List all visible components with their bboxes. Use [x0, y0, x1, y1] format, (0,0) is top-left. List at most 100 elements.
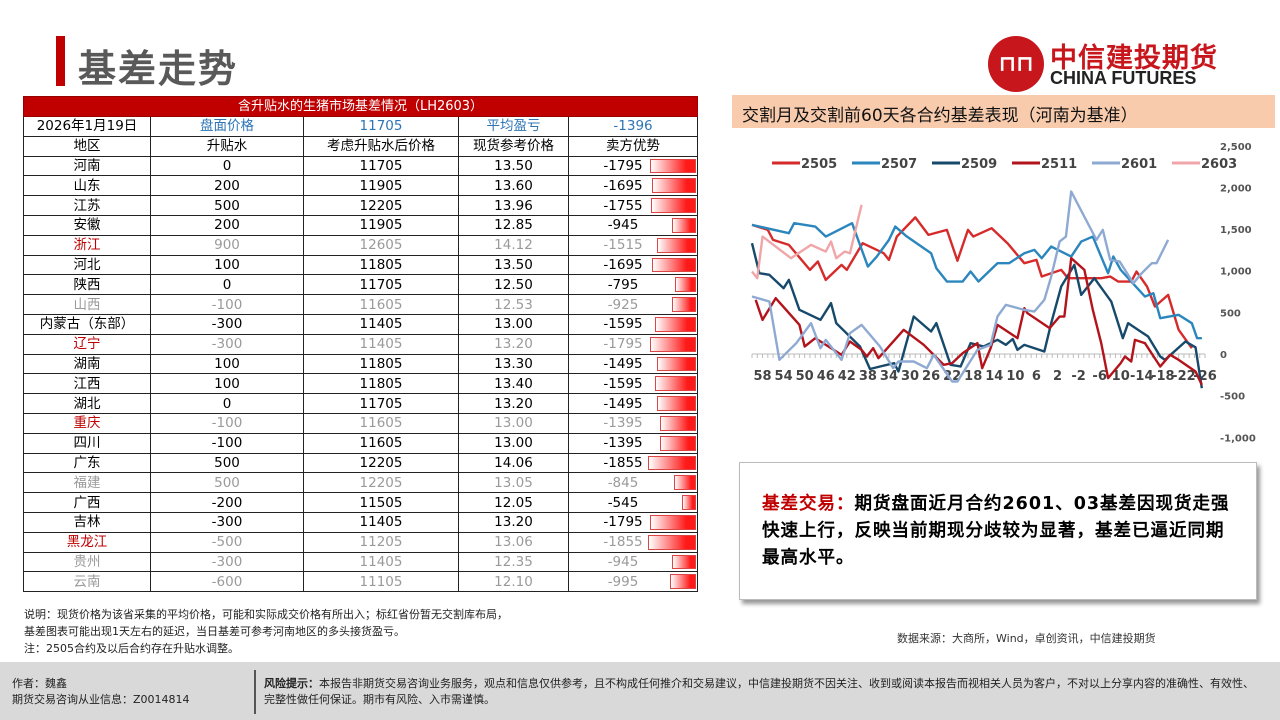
x-tick-label: 38: [859, 369, 877, 384]
logo-text-cn: 中信建投期货: [1050, 43, 1218, 74]
advantage-value: -1495: [603, 355, 643, 372]
cell-spot: 13.20: [458, 393, 569, 414]
x-tick-label: 10: [1006, 369, 1024, 384]
note-line: 说明：现货价格为该省采集的平均价格，可能和实际成交价格有所出入；标红省份暂无交割…: [24, 608, 508, 621]
x-tick-label: -6: [1092, 369, 1106, 384]
x-tick-label: -22: [1172, 369, 1196, 384]
advantage-value: -925: [607, 296, 639, 313]
license: 期货交易咨询从业信息：Z0014814: [12, 693, 190, 706]
advantage-bar: [650, 198, 697, 213]
x-tick-label: -14: [1130, 369, 1154, 384]
page-title: 基差走势: [78, 47, 239, 91]
advantage-bar: [681, 495, 697, 510]
avg-value: -1396: [567, 116, 699, 137]
column-header: 现货参考价格: [458, 135, 569, 157]
cell-premium: 500: [150, 472, 304, 494]
cell-region: 山东: [23, 175, 151, 197]
logo-text-en: CHINA FUTURES: [1050, 68, 1197, 88]
cell-spot: 13.00: [458, 432, 569, 454]
x-tick-label: 26: [922, 369, 940, 384]
y-tick-label: 500: [1220, 308, 1241, 319]
advantage-value: -1695: [603, 177, 643, 194]
advantage-bar: [671, 217, 697, 233]
cell-spot: 13.96: [458, 195, 569, 216]
cell-region: 广东: [23, 452, 151, 474]
cell-spot: 14.06: [458, 452, 569, 474]
cell-spot: 12.53: [458, 294, 569, 315]
advantage-value: -1595: [603, 375, 643, 392]
table-row: 安徽 200 11905 12.85 -945: [23, 214, 699, 236]
legend-label: 2509: [961, 157, 997, 172]
advantage-value: -1695: [603, 256, 643, 273]
table-row: 辽宁 -300 11405 13.20 -1795: [23, 333, 699, 355]
cell-region: 江西: [23, 373, 151, 395]
cell-region: 安徽: [23, 214, 151, 236]
table-notes: 说明：现货价格为该省采集的平均价格，可能和实际成交价格有所出入；标红省份暂无交割…: [24, 606, 508, 657]
cell-advantage: -925: [567, 294, 699, 315]
advantage-value: -845: [607, 474, 639, 491]
advantage-value: -1795: [603, 157, 643, 174]
cell-region: 江苏: [23, 195, 151, 216]
cell-adj-price: 11905: [303, 214, 459, 236]
x-tick-label: 46: [817, 369, 835, 384]
cell-spot: 12.10: [458, 571, 569, 593]
advantage-value: -545: [607, 494, 639, 511]
cell-adj-price: 11405: [303, 511, 459, 533]
cell-spot: 12.35: [458, 551, 569, 573]
advantage-value: -945: [607, 217, 639, 234]
cell-region: 福建: [23, 472, 151, 494]
cell-adj-price: 11705: [303, 274, 459, 296]
cell-premium: 100: [150, 254, 304, 276]
cell-adj-price: 11805: [303, 353, 459, 375]
table-row: 山西 -100 11605 12.53 -925: [23, 294, 699, 315]
cell-region: 山西: [23, 294, 151, 315]
series-line-2507: [751, 222, 1202, 340]
table-row: 河南 0 11705 13.50 -1795: [23, 155, 699, 177]
table-row: 贵州 -300 11405 12.35 -945: [23, 551, 699, 573]
advantage-bar: [654, 376, 697, 392]
cell-region: 广西: [23, 492, 151, 513]
cell-region: 辽宁: [23, 333, 151, 355]
cell-premium: -300: [150, 551, 304, 573]
table-row: 湖南 100 11805 13.30 -1495: [23, 353, 699, 375]
cell-spot: 13.06: [458, 531, 569, 553]
advantage-value: -1795: [603, 336, 643, 353]
cell-spot: 13.50: [458, 155, 569, 177]
analysis-text: 期货盘面近月合约2601、03基差因现货走强快速上行，反映当前期现分歧较为显著，…: [762, 494, 1230, 568]
advantage-bar: [652, 257, 697, 273]
cell-advantage: -1795: [567, 511, 699, 533]
advantage-bar: [652, 178, 697, 194]
cell-adj-price: 11805: [303, 254, 459, 276]
advantage-bar: [670, 574, 697, 590]
cell-advantage: -1695: [567, 175, 699, 197]
footer: 作者：魏鑫 期货交易咨询从业信息：Z0014814 风险提示：本报告非期货交易咨询…: [0, 662, 1280, 720]
advantage-bar: [671, 554, 697, 570]
series-line-2511: [754, 257, 1203, 386]
cell-advantage: -1395: [567, 432, 699, 454]
advantage-bar: [675, 277, 697, 293]
cell-advantage: -945: [567, 551, 699, 573]
cell-region: 贵州: [23, 551, 151, 573]
cell-advantage: -845: [567, 472, 699, 494]
advantage-value: -795: [607, 276, 639, 293]
futures-price: 11705: [303, 116, 459, 137]
cell-advantage: -1695: [567, 254, 699, 276]
cell-spot: 13.50: [458, 254, 569, 276]
cell-premium: 100: [150, 373, 304, 395]
advantage-bar: [657, 396, 697, 411]
advantage-bar: [649, 514, 697, 530]
advantage-bar: [649, 336, 697, 352]
cell-advantage: -1595: [567, 313, 699, 335]
cell-adj-price: 11605: [303, 294, 459, 315]
x-tick-label: 10: [1112, 369, 1130, 384]
cell-advantage: -1795: [567, 155, 699, 177]
cell-spot: 13.20: [458, 511, 569, 533]
table-row: 江苏 500 12205 13.96 -1755: [23, 195, 699, 216]
cell-adj-price: 12605: [303, 234, 459, 256]
cell-spot: 14.12: [458, 234, 569, 256]
cell-region: 吉林: [23, 511, 151, 533]
x-tick-label: -18: [1151, 369, 1175, 384]
table-row: 浙江 900 12605 14.12 -1515: [23, 234, 699, 256]
cell-region: 四川: [23, 432, 151, 454]
series-line-2601: [751, 190, 1170, 383]
